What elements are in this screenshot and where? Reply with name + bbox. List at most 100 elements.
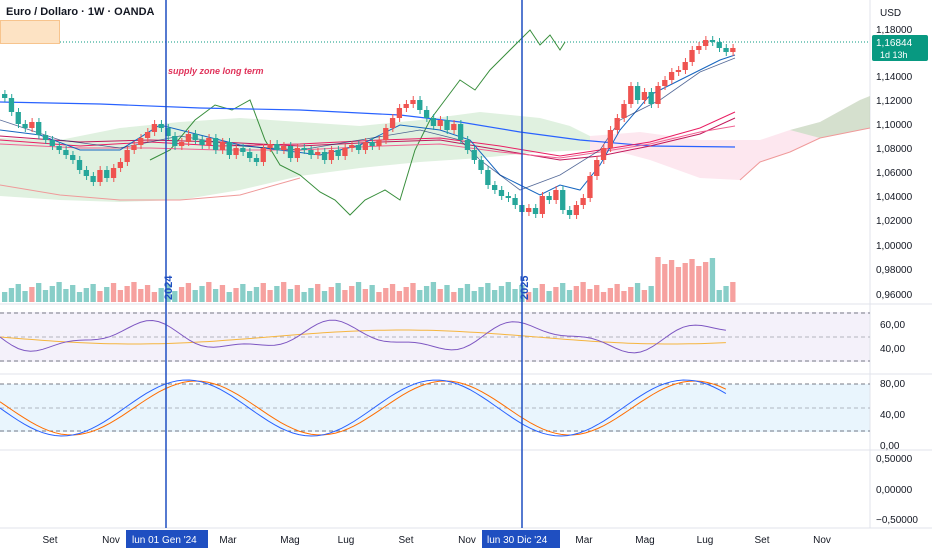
volume-bar — [124, 286, 130, 302]
volume-bar — [485, 283, 491, 302]
candle-body — [144, 132, 151, 138]
volume-bar — [29, 287, 35, 302]
volume-bar — [294, 285, 300, 302]
time-axis[interactable]: Set Nov Mar Mag Lug Set Nov Mar Mag Lug Set Nov — [42, 535, 830, 546]
volume-bar — [90, 284, 96, 302]
volume-bar — [709, 258, 716, 302]
ma-red-3 — [0, 125, 736, 159]
volume-bar — [15, 284, 21, 302]
candle-body — [63, 150, 69, 155]
candle-body — [389, 118, 396, 128]
volume-bar — [138, 289, 144, 302]
chikou-span — [149, 29, 566, 216]
candle-body — [668, 72, 675, 80]
candle-body — [131, 145, 137, 150]
volume-bar — [396, 291, 403, 302]
price-axis-label: 0,96000 — [876, 290, 913, 301]
price-axis-label: 0,98000 — [876, 265, 913, 276]
symbol-badge[interactable] — [0, 20, 60, 44]
volume-bar — [675, 267, 682, 302]
volume-bar — [192, 290, 198, 302]
candle-body — [206, 138, 212, 145]
candle-body — [410, 100, 416, 104]
volume-bar — [655, 257, 661, 302]
candle-body — [253, 158, 260, 162]
volume-bar — [730, 282, 736, 302]
time-axis-label: Lug — [697, 535, 714, 546]
volume-bar — [274, 286, 280, 302]
candle-body — [594, 160, 600, 176]
candle-body — [376, 140, 382, 146]
volume-bar — [328, 287, 334, 302]
volume-bar — [199, 286, 205, 302]
osc-axis-label: 0,50000 — [876, 454, 913, 465]
candle-body — [621, 104, 627, 118]
candle-body — [260, 148, 266, 162]
candle-body — [696, 46, 702, 50]
ichimoku-cloud-future — [590, 96, 870, 180]
candle-body — [158, 124, 164, 128]
volume-bar — [56, 282, 62, 302]
volume-bar — [444, 285, 450, 302]
candle-body — [437, 120, 443, 126]
volume-bar — [267, 290, 273, 302]
candle-body — [185, 134, 192, 142]
candle-body — [628, 86, 634, 104]
volume-bar — [383, 288, 389, 302]
candle-body — [532, 208, 539, 214]
candle-body — [682, 62, 688, 70]
volume-bar — [641, 290, 648, 302]
candles-group — [2, 36, 736, 219]
price-axis[interactable]: 1,180001,160001,140001,120001,100001,080… — [876, 25, 918, 526]
candle-body — [342, 148, 348, 156]
volume-bar — [22, 291, 28, 302]
volume-bar — [110, 283, 117, 302]
candle-body — [97, 170, 103, 182]
date-tag-2024-label: lun 01 Gen '24 — [132, 535, 197, 546]
volume-bar — [560, 283, 566, 302]
candle-body — [566, 210, 573, 215]
volume-bar — [580, 282, 586, 302]
volume-bar — [70, 285, 76, 302]
candle-body — [267, 144, 273, 148]
volume-bar — [315, 284, 321, 302]
candle-body — [641, 92, 648, 100]
candle-body — [512, 198, 518, 205]
date-tag-2025-label: lun 30 Dic '24 — [487, 535, 548, 546]
volume-bar — [369, 285, 375, 302]
volume-bar — [492, 290, 498, 302]
volume-bar — [451, 292, 457, 302]
volume-bar — [2, 292, 8, 302]
volume-bar — [668, 260, 675, 302]
candle-body — [539, 196, 545, 214]
volume-bar — [587, 289, 593, 302]
volume-bar — [165, 284, 171, 302]
candle-body — [430, 118, 437, 126]
candle-body — [573, 205, 579, 215]
symbol-title[interactable]: Euro / Dollaro · 1W · OANDA — [6, 6, 155, 18]
candle-body — [321, 152, 328, 160]
volume-bar — [682, 263, 688, 302]
stoch-axis-label: 40,00 — [880, 410, 905, 421]
volume-bar — [8, 288, 15, 302]
volume-bar — [628, 287, 634, 302]
candle-body — [546, 196, 552, 200]
volume-bar — [151, 292, 158, 302]
candle-body — [492, 185, 498, 190]
volume-bar — [185, 283, 192, 302]
candle-body — [634, 86, 641, 100]
volume-bar — [607, 288, 613, 302]
candle-body — [70, 155, 76, 160]
stoch-k-line — [0, 379, 727, 437]
volume-bar — [437, 289, 443, 302]
volume-bar — [457, 288, 464, 302]
volume-bar — [63, 289, 69, 302]
volume-bar — [430, 282, 437, 302]
stoch-axis-label: 0,00 — [880, 441, 900, 452]
volume-bar — [226, 292, 232, 302]
volume-bar — [104, 287, 110, 302]
price-axis-label: 1,06000 — [876, 168, 913, 179]
senkou-b-future — [739, 127, 871, 181]
osc-axis-label: −0,50000 — [876, 515, 918, 526]
